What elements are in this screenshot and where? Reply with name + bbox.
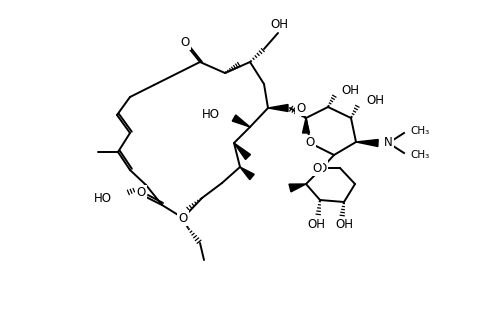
Text: OH: OH — [270, 18, 288, 31]
Text: CH₃: CH₃ — [410, 126, 429, 136]
Text: N: N — [384, 136, 393, 150]
Text: O: O — [306, 136, 314, 150]
Text: O: O — [180, 36, 190, 49]
Polygon shape — [232, 115, 250, 127]
Polygon shape — [356, 140, 378, 146]
Text: O: O — [178, 211, 188, 225]
Polygon shape — [289, 184, 306, 192]
Polygon shape — [268, 105, 288, 112]
Text: OH: OH — [366, 94, 384, 107]
Text: HO: HO — [94, 192, 112, 204]
Polygon shape — [240, 167, 254, 180]
Text: O: O — [318, 162, 326, 175]
Polygon shape — [234, 143, 250, 159]
Text: O: O — [312, 162, 322, 175]
Polygon shape — [302, 118, 310, 133]
Text: O: O — [296, 101, 305, 114]
Text: OH: OH — [341, 83, 359, 96]
Text: OH: OH — [307, 217, 325, 231]
Text: HO: HO — [202, 108, 220, 122]
Text: O: O — [136, 186, 145, 199]
Text: CH₃: CH₃ — [410, 150, 429, 160]
Text: OH: OH — [335, 219, 353, 232]
